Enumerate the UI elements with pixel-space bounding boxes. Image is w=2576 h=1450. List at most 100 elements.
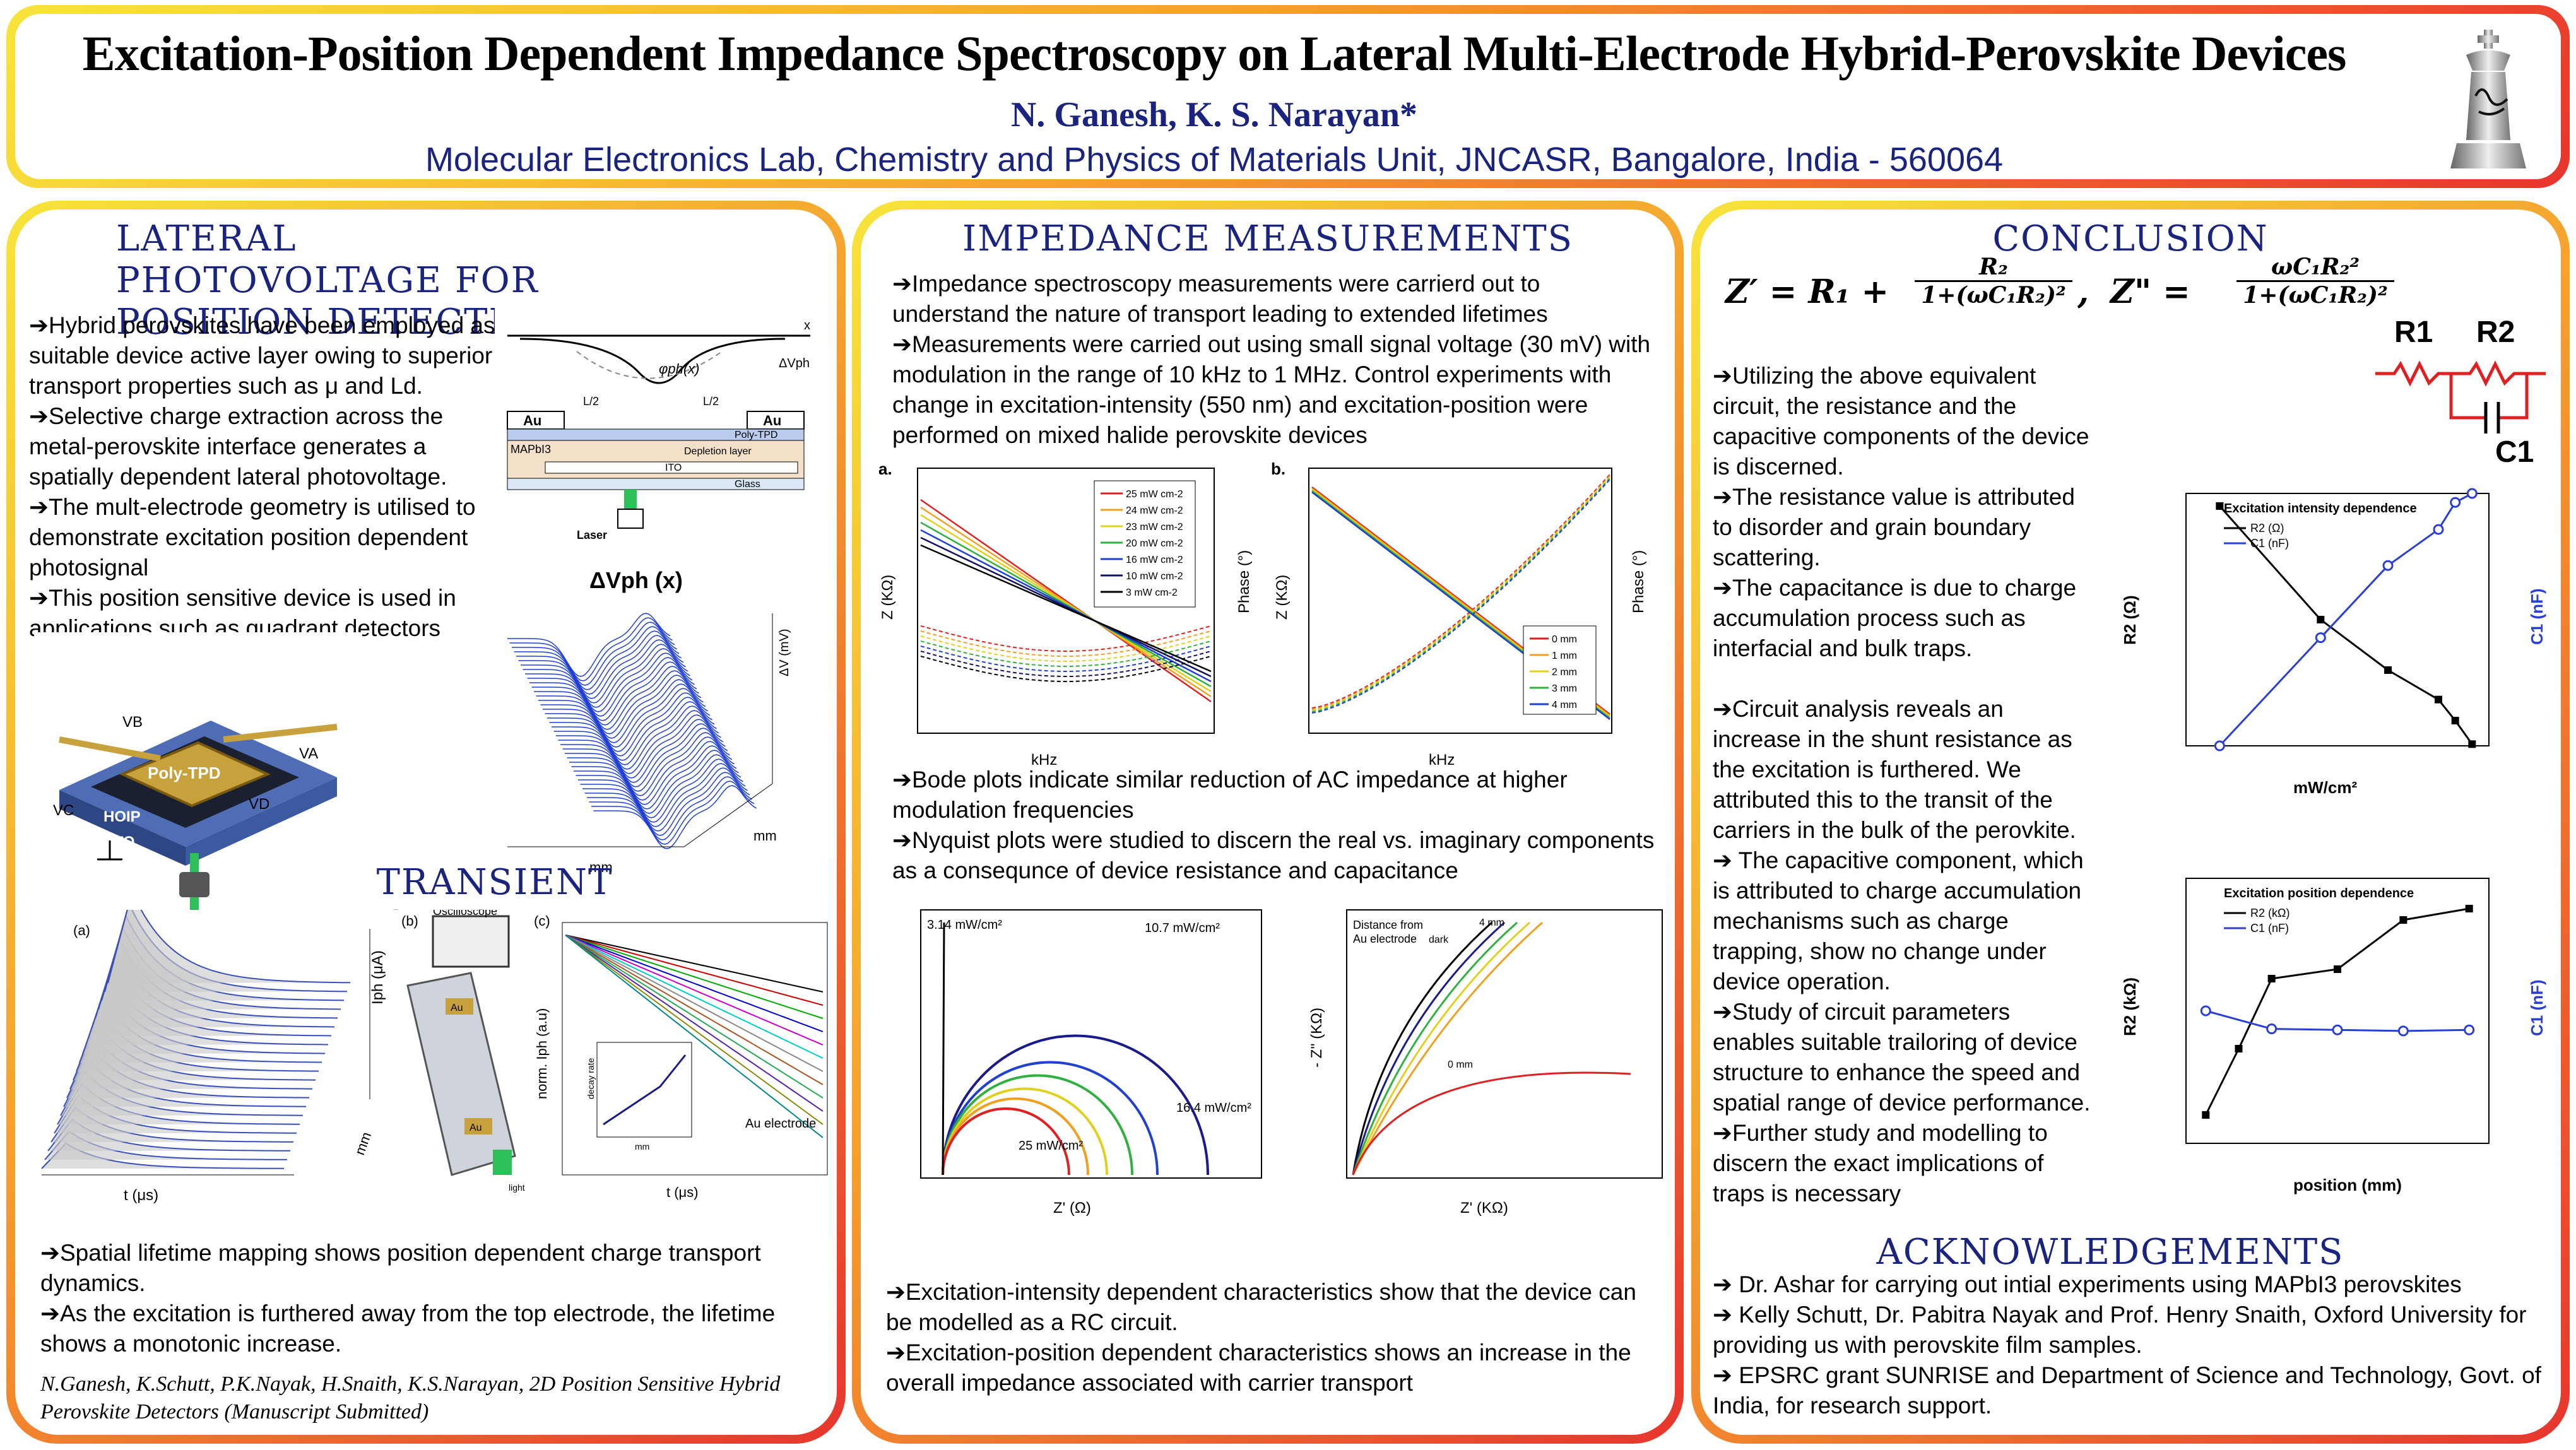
surface-line	[523, 644, 686, 708]
surface-line	[593, 785, 757, 849]
equivalent-circuit: R1 R2 C1	[2369, 310, 2552, 468]
impedance-bullets: ➔Impedance spectroscopy measurements wer…	[892, 269, 1656, 451]
ack-item: ➔ Kelly Schutt, Dr. Pabitra Nayak and Pr…	[1713, 1302, 2527, 1358]
data-point	[2451, 717, 2459, 724]
authors: N. Ganesh, K. S. Narayan*	[1010, 95, 1418, 134]
laser-label: Laser	[577, 529, 607, 541]
y-axis-label: R2 (Ω)	[2120, 595, 2139, 645]
nyquist-dark-curve	[942, 922, 945, 1176]
legend-entry: 16 mW cm-2	[1126, 555, 1183, 565]
device-polytpd-label: Poly-TPD	[148, 763, 221, 782]
data-point	[2216, 502, 2224, 510]
surface-title: ΔVph (x)	[589, 567, 683, 593]
surface-line	[574, 745, 737, 810]
data-point	[2315, 632, 2326, 644]
eq1-lhs: Z′ = R₁ +	[1725, 273, 1889, 311]
data-point	[2433, 524, 2444, 535]
transient-xlabel-c: t (μs)	[666, 1184, 699, 1200]
bode-b-legend: 0 mm 1 mm 2 mm 3 mm 4 mm	[1530, 634, 1577, 710]
bode-plot-intensity: a. 25 mW cm-2 24 mW cm-2 23 mW cm-2 20 mW c…	[873, 456, 1277, 771]
data-point	[2464, 1024, 2475, 1035]
bullet: ➔As the excitation is furthered away fro…	[40, 1300, 776, 1357]
surface-line	[509, 617, 673, 681]
nyquist-plot-position: Distance from Au electrode dark 4 mm 0 m…	[1303, 897, 1675, 1219]
bode-a-xlabel: kHz	[1031, 752, 1057, 769]
nyquist-plot-intensity: 3.14 mW/cm² 10.7 mW/cm² 16.4 mW/cm² 25 m…	[873, 897, 1284, 1219]
half-left-label: L/2	[583, 395, 599, 408]
eq2-num: ωC₁R₂²	[2236, 254, 2394, 282]
bode-a-phase	[920, 625, 1212, 652]
poster-title: Excitation-Position Dependent Impedance …	[82, 26, 2347, 81]
plot-frame	[2185, 493, 2490, 746]
oscilloscope-label: Oscilloscope	[433, 910, 497, 917]
bode-a-magnitude	[920, 514, 1212, 693]
data-point	[2332, 1024, 2343, 1035]
surface-line	[569, 736, 733, 801]
legend-entry: 20 mW cm-2	[1126, 538, 1183, 549]
x-axis-label: x	[804, 319, 810, 333]
bullet: ➔Excitation-position dependent character…	[886, 1340, 1631, 1396]
affiliation: Molecular Electronics Lab, Chemistry and…	[425, 141, 2004, 179]
bode-bullets: ➔Bode plots indicate similar reduction o…	[892, 765, 1656, 886]
bode-b-phase	[1311, 478, 1610, 712]
nyq-b-label-dark: dark	[1429, 934, 1449, 945]
legend-entry: 25 mW cm-2	[1126, 489, 1183, 500]
surface-line	[560, 719, 724, 783]
y2-axis-label: C1 (nF)	[2527, 979, 2546, 1036]
jncasr-logo	[2441, 27, 2536, 178]
chart-title: Excitation intensity dependence	[2224, 502, 2417, 516]
au-electrode-label: Au electrode	[745, 1117, 816, 1131]
bullet: ➔Impedance spectroscopy measurements wer…	[892, 271, 1548, 327]
bullet	[1713, 664, 2098, 694]
nyq-a-label-4: 25 mW/cm²	[1019, 1139, 1084, 1153]
surface-zlabel: ΔV (mV)	[777, 628, 791, 676]
surface-line	[525, 648, 688, 712]
data-point	[2266, 1023, 2278, 1035]
bullet: ➔The capacitance is due to charge accumu…	[1713, 575, 2077, 661]
eq1-frac: R₂ 1+(ωC₁R₂)²	[1915, 254, 2072, 309]
position-dependence-chart: Excitation position dependence R2 (kΩ) C1 …	[2110, 859, 2552, 1219]
bode-a-label: a.	[878, 459, 892, 478]
nyquist-b-curve	[1352, 921, 1543, 1176]
data-point	[2450, 497, 2461, 508]
legend-entry: 4 mm	[1552, 700, 1577, 710]
y2-axis-label: C1 (nF)	[2527, 588, 2546, 645]
au-right-label: Au	[763, 413, 781, 428]
legend-entry: 10 mW cm-2	[1126, 571, 1183, 582]
bullet: ➔Measurements were carried out using sma…	[892, 331, 1651, 448]
decay-curve	[565, 934, 824, 1019]
nyq-a-label-3: 16.4 mW/cm²	[1176, 1101, 1251, 1115]
decay-curve	[565, 934, 824, 1085]
surface-line	[516, 630, 680, 695]
vc-label: VC	[53, 802, 74, 819]
data-point	[2466, 488, 2478, 499]
ack-item: ➔ Dr. Ashar for carrying out intial expe…	[1713, 1271, 2462, 1297]
legend-entry: C1 (nF)	[2250, 922, 2289, 934]
left-panel: LATERAL PHOTOVOLTAGE FOR POSITION DETECT…	[6, 201, 846, 1444]
nyq-b-label-4mm: 4 mm	[1479, 917, 1504, 928]
mapbi-label: MAPbI3	[511, 443, 551, 456]
surface-line	[552, 701, 715, 765]
bode-a-phase	[920, 640, 1212, 668]
bode-a-legend: 25 mW cm-2 24 mW cm-2 23 mW cm-2 20 mW cm-2…	[1101, 489, 1183, 598]
chess-king-logo-icon	[2450, 30, 2526, 168]
nyquist-arc	[942, 1107, 1070, 1176]
legend-entry: 2 mm	[1552, 667, 1577, 678]
nyq-b-label-2: Au electrode	[1353, 933, 1417, 945]
lateral-schematic: x φph(x) ΔVph L/2 L/2 Au Au Poly-TPD MAP…	[495, 304, 823, 544]
decay-curve	[565, 934, 824, 1112]
decay-curve	[565, 934, 824, 1072]
light-label: light	[509, 1182, 525, 1193]
transient-ylabel-y: mm	[352, 1130, 374, 1157]
eq2-den: 1+(ωC₁R₂)²	[2243, 282, 2388, 309]
bullet: ➔ The capacitive component, which is att…	[1713, 847, 2084, 994]
transient-bullets: ➔Spatial lifetime mapping shows position…	[40, 1238, 823, 1359]
surface-line	[529, 657, 693, 721]
data-point	[2202, 1111, 2210, 1119]
series-line	[2219, 505, 2473, 745]
data-point	[2317, 616, 2325, 623]
surface-xlabel: mm	[589, 859, 613, 875]
nyq-b-ylabel: - Z'' (KΩ)	[1308, 1008, 1325, 1068]
c1-label: C1	[2495, 435, 2534, 468]
bode-a-phase	[920, 630, 1212, 657]
